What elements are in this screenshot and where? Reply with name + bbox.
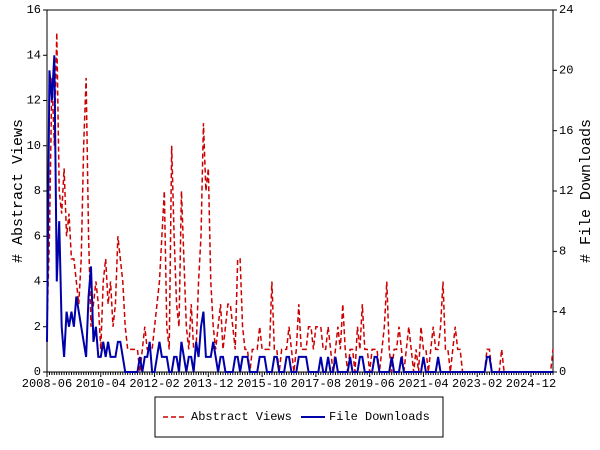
y2-axis-title: # File Downloads bbox=[578, 119, 595, 263]
y2-tick-label: 0 bbox=[559, 365, 566, 379]
legend-label: File Downloads bbox=[329, 410, 430, 424]
x-tick-label: 2012-02 bbox=[129, 377, 179, 391]
y2-tick-label: 12 bbox=[559, 184, 573, 198]
y-tick-label: 12 bbox=[27, 94, 41, 108]
y2-tick-label: 4 bbox=[559, 305, 566, 319]
y-tick-label: 10 bbox=[27, 139, 41, 153]
y-tick-label: 16 bbox=[27, 3, 41, 17]
y-tick-label: 4 bbox=[34, 275, 41, 289]
x-tick-label: 2013-12 bbox=[183, 377, 233, 391]
legend-label: Abstract Views bbox=[191, 410, 292, 424]
data-line bbox=[46, 32, 554, 373]
x-tick-label: 2010-04 bbox=[76, 377, 126, 391]
x-tick-label: 2017-08 bbox=[291, 377, 341, 391]
y-tick-label: 8 bbox=[34, 184, 41, 198]
x-tick-label: 2024-12 bbox=[506, 377, 556, 391]
legend bbox=[154, 396, 444, 438]
y-tick-label: 6 bbox=[34, 229, 41, 243]
y-axis-title: # Abstract Views bbox=[10, 119, 27, 263]
x-tick-label: 2015-10 bbox=[237, 377, 287, 391]
y2-tick-label: 20 bbox=[559, 64, 573, 78]
y2-tick-label: 8 bbox=[559, 245, 566, 259]
y-tick-label: 14 bbox=[27, 48, 41, 62]
y2-tick-label: 24 bbox=[559, 3, 573, 17]
y-tick-label: 0 bbox=[34, 365, 41, 379]
y-tick-label: 2 bbox=[34, 320, 41, 334]
x-tick-label: 2021-04 bbox=[398, 377, 448, 391]
x-tick-label: 2023-02 bbox=[452, 377, 502, 391]
y2-tick-label: 16 bbox=[559, 124, 573, 138]
plot-frame bbox=[46, 9, 554, 373]
x-tick-label: 2008-06 bbox=[22, 377, 72, 391]
x-tick-label: 2019-06 bbox=[344, 377, 394, 391]
data-line bbox=[46, 55, 553, 373]
